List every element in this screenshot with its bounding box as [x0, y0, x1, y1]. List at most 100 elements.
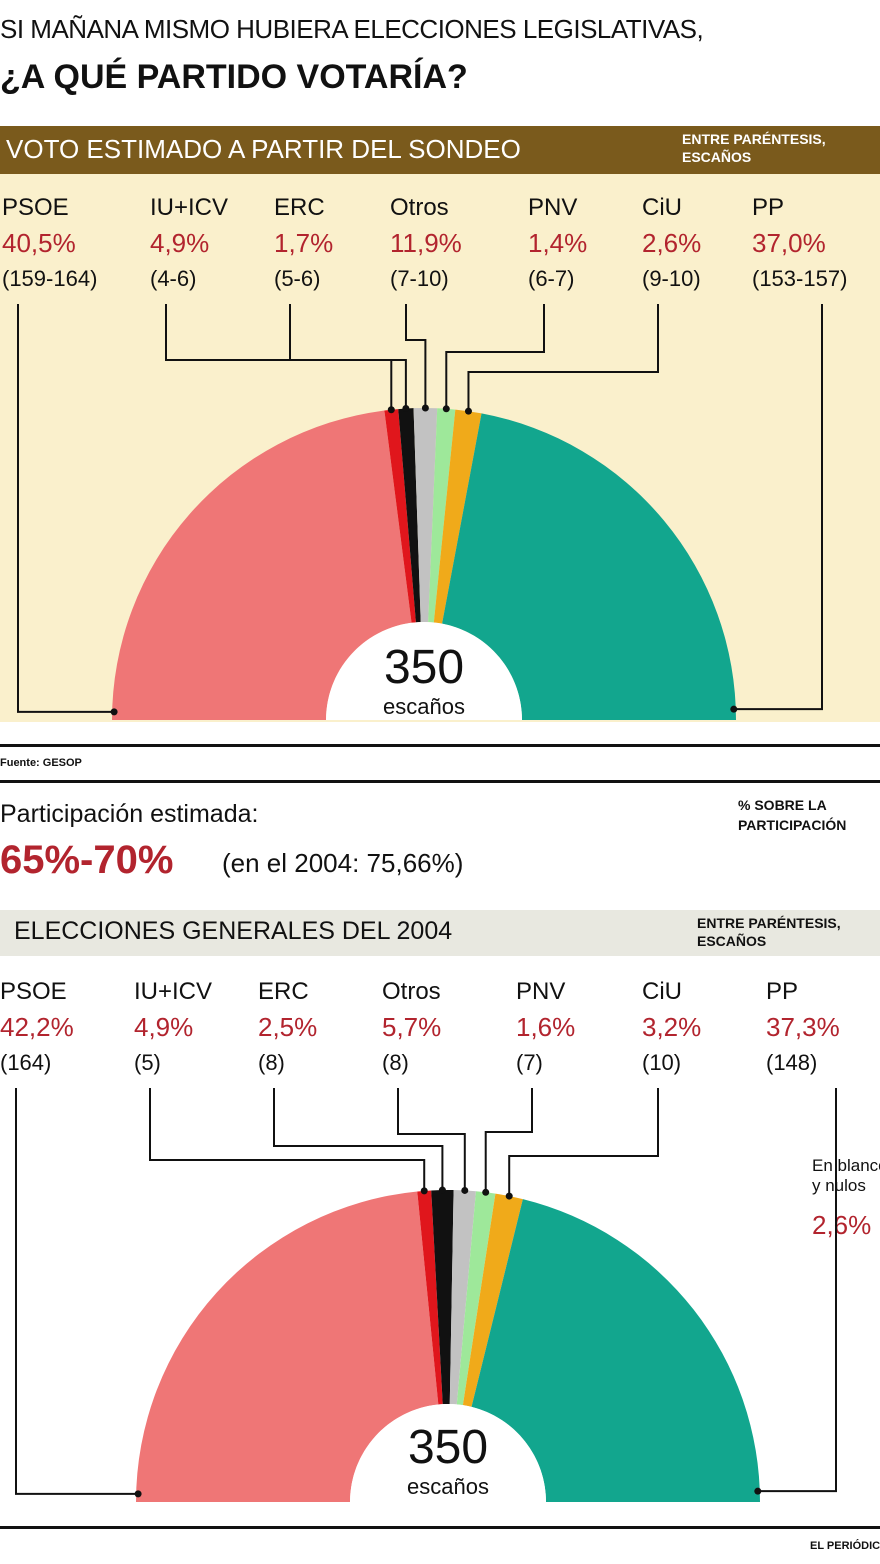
seat-slice-psoe: [136, 1191, 439, 1502]
leader-line-psoe: [17, 304, 115, 713]
party-seats-erc: (5-6): [274, 266, 321, 291]
hemicycle-center: [350, 1404, 546, 1502]
party-name-pnv: PNV: [528, 194, 578, 221]
leader-dot-pp: [730, 705, 738, 713]
blank-votes-percent: 2,6%: [812, 1210, 872, 1240]
leader-dot-otros: [421, 404, 429, 412]
party-name-pp: PP: [766, 978, 799, 1005]
party-name-otros: Otros: [382, 978, 441, 1005]
party-percent-psoe: 40,5%: [2, 228, 76, 258]
party-name-pp: PP: [752, 194, 785, 221]
party-name-ciu: CiU: [642, 194, 682, 221]
seat-slice-pp: [471, 1199, 760, 1502]
leader-line-pp: [757, 1088, 837, 1493]
party-seats-pnv: (7): [516, 1050, 543, 1075]
leader-line-pnv: [445, 304, 545, 409]
leader-line-otros: [405, 304, 427, 409]
hemicycle-center: [326, 622, 522, 720]
total-seats: 350: [407, 1421, 489, 1474]
leader-line-iu-icv: [149, 1088, 426, 1191]
seat-slice-otros: [413, 408, 438, 623]
total-seats-label: escaños: [407, 1474, 489, 1499]
elections-seats-note: ENTRE PARÉNTESIS, ESCAÑOS: [697, 915, 841, 949]
party-name-ciu: CiU: [642, 978, 682, 1005]
party-percent-pp: 37,3%: [766, 1012, 840, 1042]
party-percent-pp: 37,0%: [752, 228, 826, 258]
party-seats-pp: (153-157): [752, 266, 848, 291]
leader-dot-psoe: [110, 708, 118, 716]
leader-dot-ciu: [464, 407, 472, 415]
party-seats-pnv: (6-7): [528, 266, 575, 291]
party-name-erc: ERC: [274, 194, 325, 221]
total-seats: 350: [383, 641, 465, 694]
seat-slice-ciu: [433, 409, 482, 624]
seat-slice-psoe: [112, 410, 412, 720]
party-percent-ciu: 3,2%: [642, 1012, 702, 1042]
party-seats-iu-icv: (4-6): [150, 266, 197, 291]
leader-dot-pp: [754, 1487, 762, 1495]
leader-line-psoe: [15, 1088, 139, 1495]
leader-line-pnv: [484, 1088, 533, 1193]
party-percent-otros: 11,9%: [390, 228, 462, 258]
party-seats-otros: (8): [382, 1050, 409, 1075]
leader-line-otros: [397, 1088, 466, 1191]
seat-slice-iu-icv: [417, 1190, 443, 1405]
party-percent-otros: 5,7%: [382, 1012, 442, 1042]
leader-dot-erc: [402, 405, 410, 413]
party-seats-erc: (8): [258, 1050, 285, 1075]
party-percent-psoe: 42,2%: [0, 1012, 74, 1042]
party-name-otros: Otros: [390, 194, 449, 221]
credit-label: EL PERIÓDICO: [810, 1540, 880, 1552]
party-seats-pp: (148): [766, 1050, 818, 1075]
elections-header-bar: [0, 910, 880, 956]
party-percent-iu-icv: 4,9%: [150, 228, 210, 258]
party-percent-iu-icv: 4,9%: [134, 1012, 194, 1042]
party-percent-ciu: 2,6%: [642, 228, 702, 258]
leader-dot-erc: [438, 1186, 446, 1194]
seat-slice-ciu: [462, 1193, 523, 1407]
party-percent-erc: 1,7%: [274, 228, 334, 258]
party-seats-psoe: (159-164): [2, 266, 98, 291]
seat-slice-otros: [449, 1190, 476, 1405]
leader-line-ciu: [508, 1088, 659, 1197]
leader-line-iu-icv: [165, 304, 393, 410]
party-name-psoe: PSOE: [2, 194, 69, 221]
participation-note: % SOBRE LA PARTICIPACIÓN: [738, 797, 847, 833]
seat-slice-iu-icv: [384, 409, 416, 623]
source-label: Fuente: GESOP: [0, 757, 82, 769]
leader-dot-otros: [461, 1186, 469, 1194]
leader-line-ciu: [467, 304, 659, 412]
party-percent-erc: 2,5%: [258, 1012, 318, 1042]
party-seats-otros: (7-10): [390, 266, 449, 291]
leader-line-erc: [273, 1088, 444, 1191]
survey-header-bar: [0, 126, 880, 174]
divider-top: [0, 744, 880, 747]
divider-bottom: [0, 1526, 880, 1529]
question-line-1: SI MAÑANA MISMO HUBIERA ELECCIONES LEGIS…: [0, 14, 704, 44]
leader-dot-iu-icv: [387, 406, 395, 414]
blank-votes-label: En blanco y nulos: [812, 1156, 880, 1196]
leader-dot-psoe: [134, 1490, 142, 1498]
participation-label: Participación estimada:: [0, 800, 259, 828]
party-seats-ciu: (10): [642, 1050, 682, 1075]
seat-slice-erc: [431, 1190, 454, 1405]
party-name-erc: ERC: [258, 978, 309, 1005]
leader-dot-pnv: [442, 405, 450, 413]
leader-line-pp: [733, 304, 823, 711]
party-name-psoe: PSOE: [0, 978, 67, 1005]
leader-dot-pnv: [482, 1188, 490, 1196]
party-seats-psoe: (164): [0, 1050, 52, 1075]
seat-slice-pnv: [428, 408, 456, 623]
blank-votes-label-line2: y nulos: [812, 1176, 866, 1195]
leader-dot-iu-icv: [420, 1187, 428, 1195]
total-seats-label: escaños: [383, 694, 465, 719]
party-percent-pnv: 1,4%: [528, 228, 588, 258]
party-seats-iu-icv: (5): [134, 1050, 161, 1075]
party-name-pnv: PNV: [516, 978, 566, 1005]
party-seats-ciu: (9-10): [642, 266, 701, 291]
elections-chart-title: ELECCIONES GENERALES DEL 2004: [14, 917, 453, 945]
blank-votes-label-line1: En blanco: [812, 1156, 880, 1175]
participation-previous: (en el 2004: 75,66%): [222, 848, 464, 878]
divider-middle: [0, 780, 880, 783]
